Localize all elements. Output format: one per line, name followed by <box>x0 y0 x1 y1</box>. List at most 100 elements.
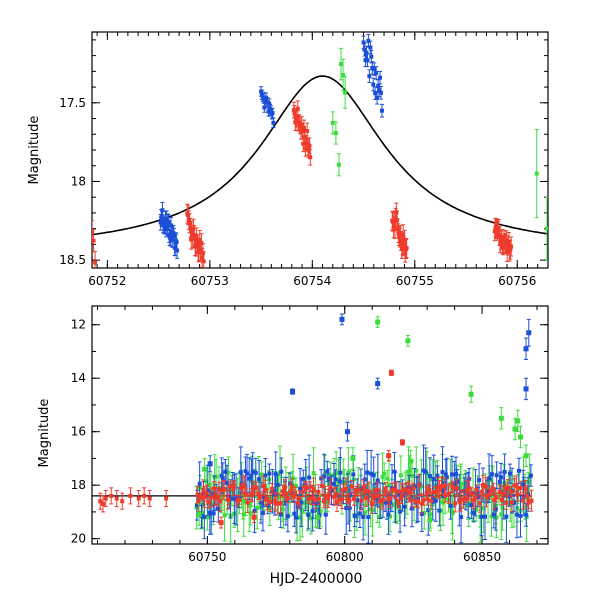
data-point <box>295 504 300 509</box>
data-point <box>544 226 548 231</box>
data-point <box>339 62 344 67</box>
data-point <box>401 487 406 492</box>
data-point <box>437 508 442 513</box>
data-point <box>279 469 284 474</box>
data-point <box>419 501 424 506</box>
data-point <box>200 511 205 516</box>
data-point <box>471 510 476 515</box>
data-point <box>369 471 374 476</box>
data-point <box>477 478 482 483</box>
y-tick-label: 14 <box>71 371 86 385</box>
data-point <box>285 514 290 519</box>
data-point <box>443 472 448 477</box>
data-point <box>433 498 438 503</box>
data-point <box>309 496 314 501</box>
data-point <box>307 143 312 148</box>
data-point <box>301 141 306 146</box>
data-point <box>491 486 496 491</box>
data-point <box>492 229 497 234</box>
data-point <box>302 125 307 130</box>
data-point <box>500 506 505 511</box>
data-point <box>270 110 275 115</box>
data-point <box>261 96 266 101</box>
data-point <box>444 475 449 480</box>
data-point <box>202 494 207 499</box>
data-point <box>214 474 219 479</box>
data-point <box>497 479 502 484</box>
data-point <box>240 498 245 503</box>
data-point <box>402 504 407 509</box>
data-point <box>504 501 509 506</box>
bottom-y-axis-label: Magnitude <box>37 399 52 468</box>
data-point <box>173 245 178 250</box>
data-point <box>260 511 265 516</box>
data-point <box>319 476 324 481</box>
data-point <box>351 472 356 477</box>
data-point <box>469 503 474 508</box>
data-point <box>128 493 133 498</box>
data-point <box>204 491 209 496</box>
data-point <box>399 439 405 445</box>
data-point <box>509 489 514 494</box>
data-point <box>323 494 328 499</box>
data-point <box>223 469 228 474</box>
data-point <box>516 468 521 473</box>
data-point <box>292 511 297 516</box>
data-point <box>399 494 404 499</box>
data-point <box>238 470 243 475</box>
data-point <box>207 483 212 488</box>
data-point <box>344 486 349 491</box>
data-point <box>226 497 231 502</box>
data-point <box>316 496 321 501</box>
data-point <box>136 496 141 501</box>
data-point <box>504 514 509 519</box>
data-point <box>396 501 401 506</box>
data-point <box>315 507 320 512</box>
data-point <box>341 73 346 78</box>
data-point <box>174 239 179 244</box>
data-point <box>393 215 398 220</box>
data-point <box>505 485 510 490</box>
data-point <box>374 70 379 75</box>
data-point <box>480 483 485 488</box>
data-point <box>196 500 201 505</box>
data-point <box>375 488 380 493</box>
data-point <box>397 491 402 496</box>
data-point <box>253 470 258 475</box>
data-point <box>407 490 412 495</box>
data-point <box>401 232 406 237</box>
data-point <box>167 232 172 237</box>
data-point <box>371 496 376 501</box>
data-point <box>468 391 474 397</box>
data-point <box>425 497 430 502</box>
data-point <box>303 146 308 151</box>
data-point <box>314 514 320 520</box>
data-point <box>410 506 415 511</box>
data-point <box>392 218 397 223</box>
data-point <box>454 486 459 491</box>
data-point <box>245 500 250 505</box>
data-point <box>296 501 301 506</box>
data-point <box>499 498 504 503</box>
data-point <box>295 106 300 111</box>
data-point <box>371 473 376 478</box>
data-point <box>399 238 404 243</box>
data-point <box>267 471 272 476</box>
data-point <box>476 495 481 500</box>
data-point <box>227 494 232 499</box>
data-point <box>372 493 377 498</box>
data-point <box>523 346 529 352</box>
data-point <box>429 498 434 503</box>
data-point <box>342 481 347 486</box>
data-point <box>361 485 366 490</box>
data-point <box>142 493 147 498</box>
data-point <box>463 481 468 486</box>
data-point <box>498 415 504 421</box>
data-point <box>499 237 504 242</box>
data-point <box>503 242 508 247</box>
data-point <box>421 468 426 473</box>
data-point <box>92 238 96 243</box>
plot-frame <box>91 31 549 269</box>
data-point <box>396 231 401 236</box>
data-point <box>312 498 317 503</box>
